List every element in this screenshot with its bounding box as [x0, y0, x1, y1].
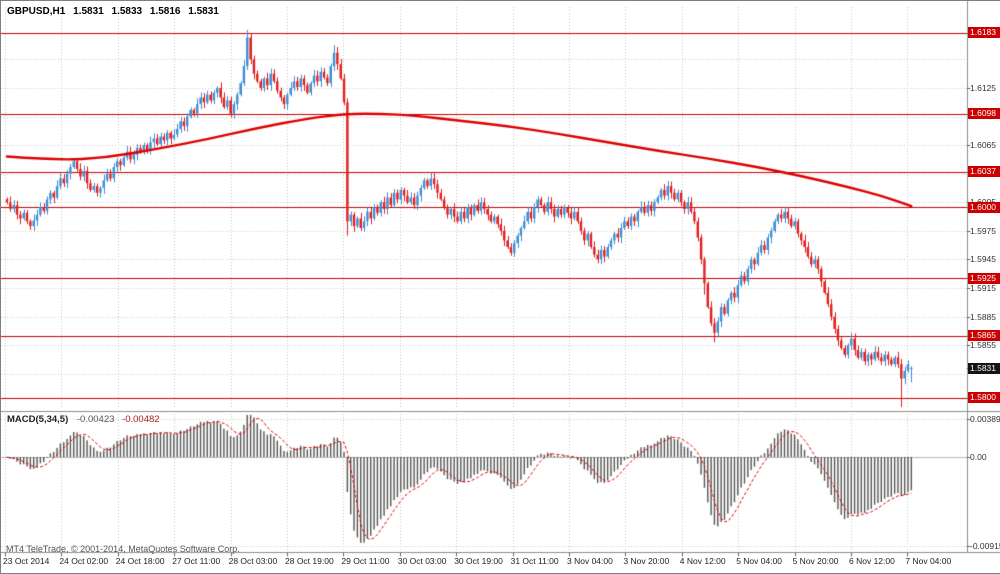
- macd-main-value: -0.00423: [76, 414, 115, 425]
- time-tick-label: 24 Oct 18:00: [115, 556, 165, 566]
- copyright-text: MT4 TeleTrade, © 2001-2014, MetaQuotes S…: [6, 544, 240, 554]
- price-level-badge: 1.5865: [968, 330, 1000, 342]
- price-tick-label: 1.5855: [970, 340, 996, 351]
- time-tick-label: 27 Oct 11:00: [172, 556, 221, 566]
- price-level-badge: 1.6000: [968, 201, 1000, 213]
- low-value: 1.5816: [149, 6, 181, 17]
- time-tick-label: 6 Nov 12:00: [849, 556, 895, 566]
- time-tick-label: 30 Oct 03:00: [397, 556, 447, 566]
- chart-title: GBPUSD,H1 1.5831 1.5833 1.5816 1.5831: [7, 6, 224, 17]
- price-level-badge: 1.6183: [968, 27, 1000, 39]
- close-value: 1.5831: [188, 6, 219, 17]
- price-level-badge: 1.6037: [968, 166, 1000, 178]
- price-tick-label: 1.5915: [970, 283, 996, 294]
- time-tick-label: 4 Nov 12:00: [679, 556, 726, 566]
- price-tick-label: 1.5975: [970, 225, 996, 236]
- macd-signal-value: -0.00482: [122, 414, 160, 425]
- time-tick-label: 23 Oct 2014: [3, 556, 50, 566]
- macd-name: MACD(5,34,5): [7, 414, 69, 425]
- price-tick-label: 1.5945: [970, 254, 996, 265]
- macd-tick-label: 0.00389: [970, 414, 1000, 425]
- time-tick-label: 30 Oct 19:00: [454, 556, 503, 566]
- time-tick-label: 7 Nov 04:00: [905, 556, 952, 566]
- price-tick-label: 1.5885: [970, 311, 996, 322]
- price-level-badge: 1.6098: [968, 108, 1000, 120]
- open-value: 1.5831: [73, 6, 104, 17]
- price-tick-label: 1.6125: [970, 82, 996, 93]
- time-tick-label: 29 Oct 11:00: [341, 556, 390, 566]
- time-tick-label: 3 Nov 20:00: [623, 556, 670, 566]
- time-tick-label: 5 Nov 20:00: [792, 556, 839, 566]
- time-tick-label: 3 Nov 04:00: [567, 556, 613, 566]
- price-level-badge: 1.5800: [968, 392, 1000, 404]
- price-level-badge: 1.5925: [968, 272, 1000, 284]
- symbol-period-label: GBPUSD,H1: [7, 6, 66, 17]
- macd-indicator-label: MACD(5,34,5) -0.00423 -0.00482: [7, 414, 160, 425]
- time-tick-label: 28 Oct 03:00: [228, 556, 278, 566]
- current-price-badge: 1.5831: [968, 362, 1000, 374]
- time-tick-label: 31 Oct 11:00: [510, 556, 559, 566]
- time-tick-label: 5 Nov 04:00: [736, 556, 783, 566]
- time-tick-label: 24 Oct 02:00: [59, 556, 109, 566]
- high-value: 1.5833: [111, 6, 143, 17]
- macd-tick-label: -0.00915: [970, 541, 1000, 552]
- price-tick-label: 1.6065: [970, 140, 996, 151]
- time-tick-label: 28 Oct 19:00: [285, 556, 334, 566]
- time-axis: 23 Oct 2014 24 Oct 02:00 24 Oct 18:00 27 Oc…: [1, 556, 1000, 572]
- macd-tick-label: 0.00: [970, 452, 987, 462]
